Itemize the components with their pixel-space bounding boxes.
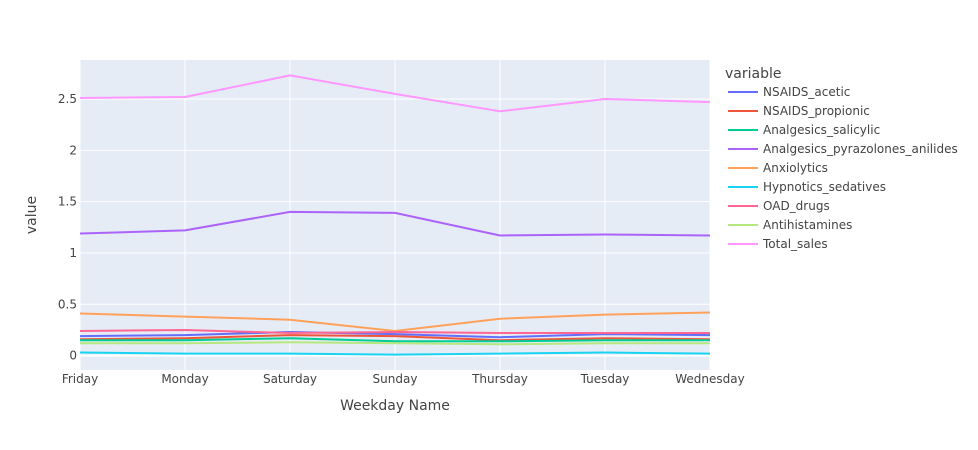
y-tick-label: 1 [69,246,77,260]
legend: NSAIDS_acetic NSAIDS_propionic Analgesics_… [728,85,958,251]
series-lines [79,74,711,356]
y-tick-label: 0.5 [58,297,77,311]
x-axis-title: Weekday Name [340,398,450,414]
legend-item[interactable]: NSAIDS_acetic [728,85,850,99]
legend-label: Anxiolytics [763,161,828,175]
x-tick-label: Friday [62,372,98,386]
y-axis-title: value [24,196,40,234]
legend-title: variable [725,66,781,82]
y-tick-label: 0 [69,349,77,363]
y-gridlines [80,98,710,357]
series-line-nsaids-acetic [79,331,711,339]
legend-item[interactable]: Analgesics_salicylic [728,123,880,137]
series-line-hypnotics-sedatives [79,351,711,356]
y-tick-label: 2 [69,143,77,157]
legend-label: Hypnotics_sedatives [763,180,886,194]
legend-label: Analgesics_salicylic [763,123,880,137]
y-tick-label: 2.5 [58,92,77,106]
x-tick-label: Wednesday [675,372,744,386]
legend-item[interactable]: OAD_drugs [728,199,830,213]
legend-item[interactable]: Antihistamines [728,218,852,232]
x-tick-label: Tuesday [580,372,630,386]
series-line-analgesics-salicylic [80,337,710,343]
legend-label: Antihistamines [763,218,852,232]
series-line-anxiolytics [79,311,711,332]
legend-label: NSAIDS_propionic [763,104,870,118]
x-tick-label: Saturday [263,372,317,386]
series-line-oad-drugs [79,329,710,334]
legend-label: Analgesics_pyrazolones_anilides [763,142,958,156]
legend-item[interactable]: Anxiolytics [728,161,828,175]
series-line-nsaids-propionic [79,334,711,342]
x-tick-label: Sunday [373,372,418,386]
x-tick-label: Monday [161,372,208,386]
y-tick-label: 1.5 [58,195,77,209]
x-tick-label: Thursday [471,372,528,386]
y-tick-labels: 0 0.5 1 1.5 2 2.5 [58,92,77,363]
legend-item[interactable]: NSAIDS_propionic [728,104,870,118]
series-line-antihistamines [80,341,710,346]
legend-label: NSAIDS_acetic [763,85,850,99]
series-line-total-sales [79,74,711,113]
series-line-analgesics-pyrazolones-anilides [79,210,711,237]
x-gridlines [79,60,711,370]
legend-label: OAD_drugs [763,199,830,213]
x-tick-labels: Friday Monday Saturday Sunday Thursday Tuesda… [62,372,745,386]
legend-item[interactable]: Analgesics_pyrazolones_anilides [728,142,958,156]
legend-item[interactable]: Hypnotics_sedatives [728,180,886,194]
legend-label: Total_sales [762,237,828,251]
legend-item[interactable]: Total_sales [728,237,828,251]
